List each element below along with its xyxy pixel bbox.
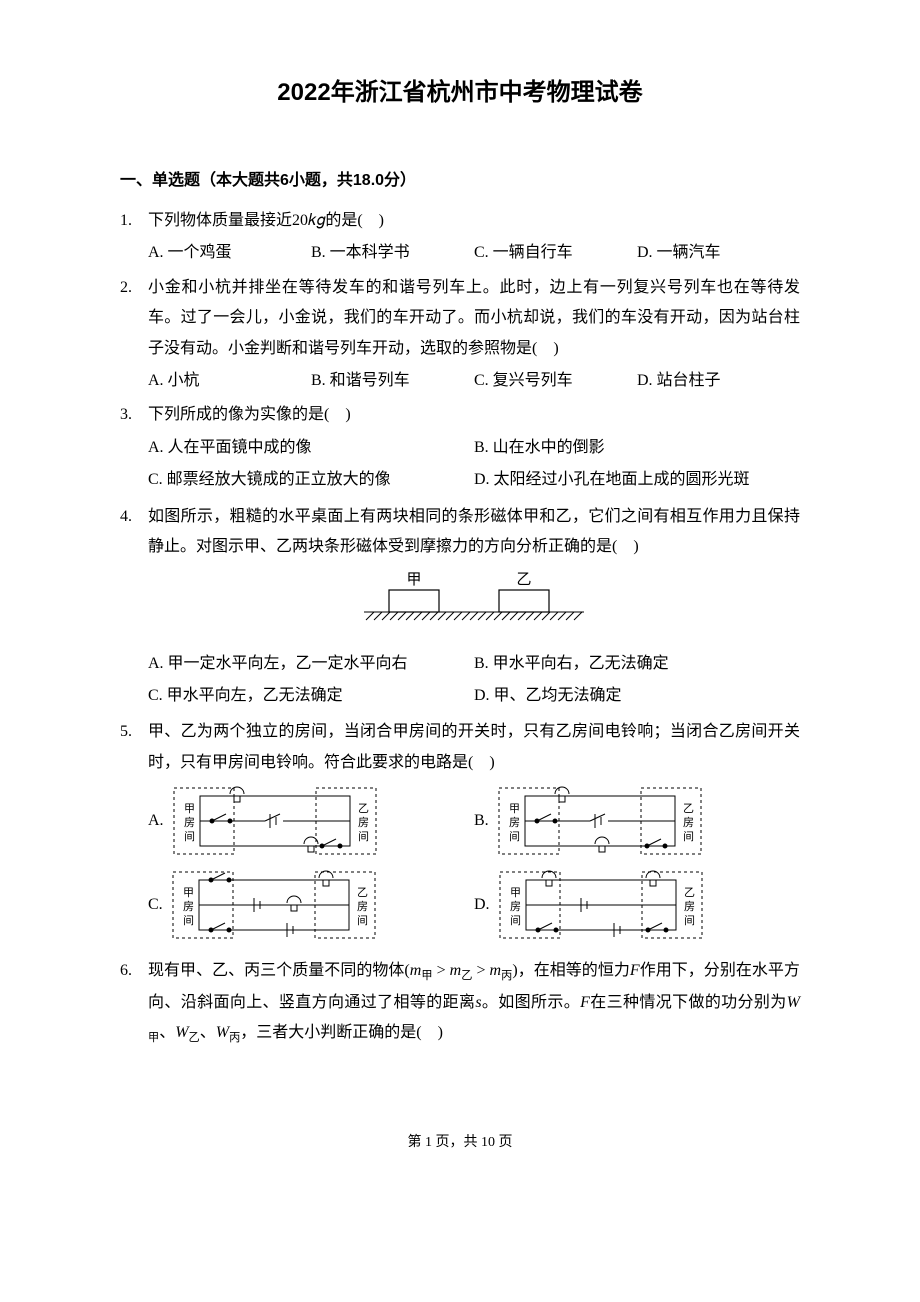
svg-text:甲: 甲 [183, 887, 194, 899]
circuit-options: A. 甲 房 间 乙 房 间 [148, 784, 800, 952]
option-label: C. [148, 890, 163, 920]
option-c: C. 邮票经放大镜成的正立放大的像 [148, 465, 474, 495]
svg-text:间: 间 [358, 830, 369, 843]
question-number: 6. [120, 956, 148, 1049]
option-b: B. 一本科学书 [311, 238, 474, 268]
svg-text:间: 间 [510, 914, 521, 927]
option-label: A. [148, 806, 164, 836]
option-a: A. 甲一定水平向左，乙一定水平向右 [148, 649, 474, 679]
question-1: 1. 下列物体质量最接近20𝑘𝑔的是( ) A. 一个鸡蛋 B. 一本科学书 C… [120, 206, 800, 269]
svg-text:甲: 甲 [509, 803, 520, 815]
ground-hatching-icon [364, 612, 584, 620]
option-c: C. 复兴号列车 [474, 366, 637, 396]
option-c: C. 甲水平向左，乙无法确定 [148, 681, 474, 711]
options: A. 小杭 B. 和谐号列车 C. 复兴号列车 D. 站台柱子 [148, 366, 800, 396]
option-d: D. 站台柱子 [637, 366, 800, 396]
svg-text:房: 房 [683, 816, 694, 829]
option-a: A. 人在平面镜中成的像 [148, 433, 474, 463]
options: A. 甲一定水平向左，乙一定水平向右 B. 甲水平向右，乙无法确定 C. 甲水平… [148, 649, 800, 714]
question-6: 6. 现有甲、乙、丙三个质量不同的物体(m甲 > m乙 > m丙)，在相等的恒力… [120, 956, 800, 1049]
svg-text:甲: 甲 [184, 803, 195, 815]
option-label: D. [474, 890, 490, 920]
question-2: 2. 小金和小杭并排坐在等待发车的和谐号列车上。此时，边上有一列复兴号列车也在等… [120, 273, 800, 397]
svg-text:房: 房 [684, 900, 695, 913]
option-b: B. 和谐号列车 [311, 366, 474, 396]
svg-text:房: 房 [183, 900, 194, 913]
svg-text:间: 间 [509, 830, 520, 843]
option-a: A. 小杭 [148, 366, 311, 396]
question-number: 4. [120, 502, 148, 714]
svg-text:房: 房 [510, 900, 521, 913]
magnet-label-right: 乙 [516, 572, 531, 588]
question-number: 1. [120, 206, 148, 269]
svg-text:间: 间 [357, 914, 368, 927]
question-text: 下列所成的像为实像的是( ) [148, 400, 800, 430]
option-label: B. [474, 806, 489, 836]
question-4: 4. 如图所示，粗糙的水平桌面上有两块相同的条形磁体甲和乙，它们之间有相互作用力… [120, 502, 800, 714]
option-d: D. 一辆汽车 [637, 238, 800, 268]
svg-text:间: 间 [683, 830, 694, 843]
circuit-b-icon: 甲 房 间 乙 房 间 [495, 784, 705, 858]
circuit-d-icon: 甲 房 间 乙 房 间 [496, 868, 706, 942]
magnet-right-icon [499, 590, 549, 612]
page-footer: 第 1 页，共 10 页 [120, 1130, 800, 1157]
option-b: B. 甲水平向右，乙无法确定 [474, 649, 800, 679]
question-text: 小金和小杭并排坐在等待发车的和谐号列车上。此时，边上有一列复兴号列车也在等待发车… [148, 273, 800, 364]
question-5: 5. 甲、乙为两个独立的房间，当闭合甲房间的开关时，只有乙房间电铃响；当闭合乙房… [120, 717, 800, 952]
question-text: 甲、乙为两个独立的房间，当闭合甲房间的开关时，只有乙房间电铃响；当闭合乙房间开关… [148, 717, 800, 778]
question-text: 如图所示，粗糙的水平桌面上有两块相同的条形磁体甲和乙，它们之间有相互作用力且保持… [148, 502, 800, 563]
option-d: D. 太阳经过小孔在地面上成的圆形光斑 [474, 465, 800, 495]
circuit-option-d: D. 甲 房 间 乙 房 间 [474, 868, 800, 942]
question-number: 2. [120, 273, 148, 397]
circuit-c-icon: 甲 房 间 乙 房 间 [169, 868, 379, 942]
svg-text:间: 间 [684, 914, 695, 927]
svg-text:乙: 乙 [684, 886, 695, 899]
svg-text:房: 房 [509, 816, 520, 829]
svg-text:房: 房 [358, 816, 369, 829]
circuit-a-icon: 甲 房 间 乙 房 间 [170, 784, 380, 858]
option-a: A. 一个鸡蛋 [148, 238, 311, 268]
question-3: 3. 下列所成的像为实像的是( ) A. 人在平面镜中成的像 B. 山在水中的倒… [120, 400, 800, 497]
magnet-left-icon [389, 590, 439, 612]
options: A. 一个鸡蛋 B. 一本科学书 C. 一辆自行车 D. 一辆汽车 [148, 238, 800, 268]
figure-magnets: 甲 乙 [148, 572, 800, 638]
section-header: 一、单选题（本大题共6小题，共18.0分） [120, 166, 800, 196]
options: A. 人在平面镜中成的像 B. 山在水中的倒影 C. 邮票经放大镜成的正立放大的… [148, 433, 800, 498]
svg-text:间: 间 [183, 914, 194, 927]
circuit-option-a: A. 甲 房 间 乙 房 间 [148, 784, 474, 858]
option-b: B. 山在水中的倒影 [474, 433, 800, 463]
question-number: 3. [120, 400, 148, 497]
svg-text:乙: 乙 [358, 802, 369, 815]
option-d: D. 甲、乙均无法确定 [474, 681, 800, 711]
svg-text:乙: 乙 [683, 802, 694, 815]
svg-text:房: 房 [357, 900, 368, 913]
magnet-label-left: 甲 [406, 572, 421, 588]
svg-text:房: 房 [184, 816, 195, 829]
svg-text:甲: 甲 [510, 887, 521, 899]
circuit-option-c: C. 甲 房 间 乙 房 间 [148, 868, 474, 942]
page-title: 2022年浙江省杭州市中考物理试卷 [120, 70, 800, 116]
question-text: 下列物体质量最接近20𝑘𝑔的是( ) [148, 206, 800, 236]
svg-text:乙: 乙 [357, 886, 368, 899]
svg-text:间: 间 [184, 830, 195, 843]
circuit-option-b: B. 甲 房 间 乙 房 间 [474, 784, 800, 858]
question-text: 现有甲、乙、丙三个质量不同的物体(m甲 > m乙 > m丙)，在相等的恒力F作用… [148, 956, 800, 1049]
question-number: 5. [120, 717, 148, 952]
option-c: C. 一辆自行车 [474, 238, 637, 268]
